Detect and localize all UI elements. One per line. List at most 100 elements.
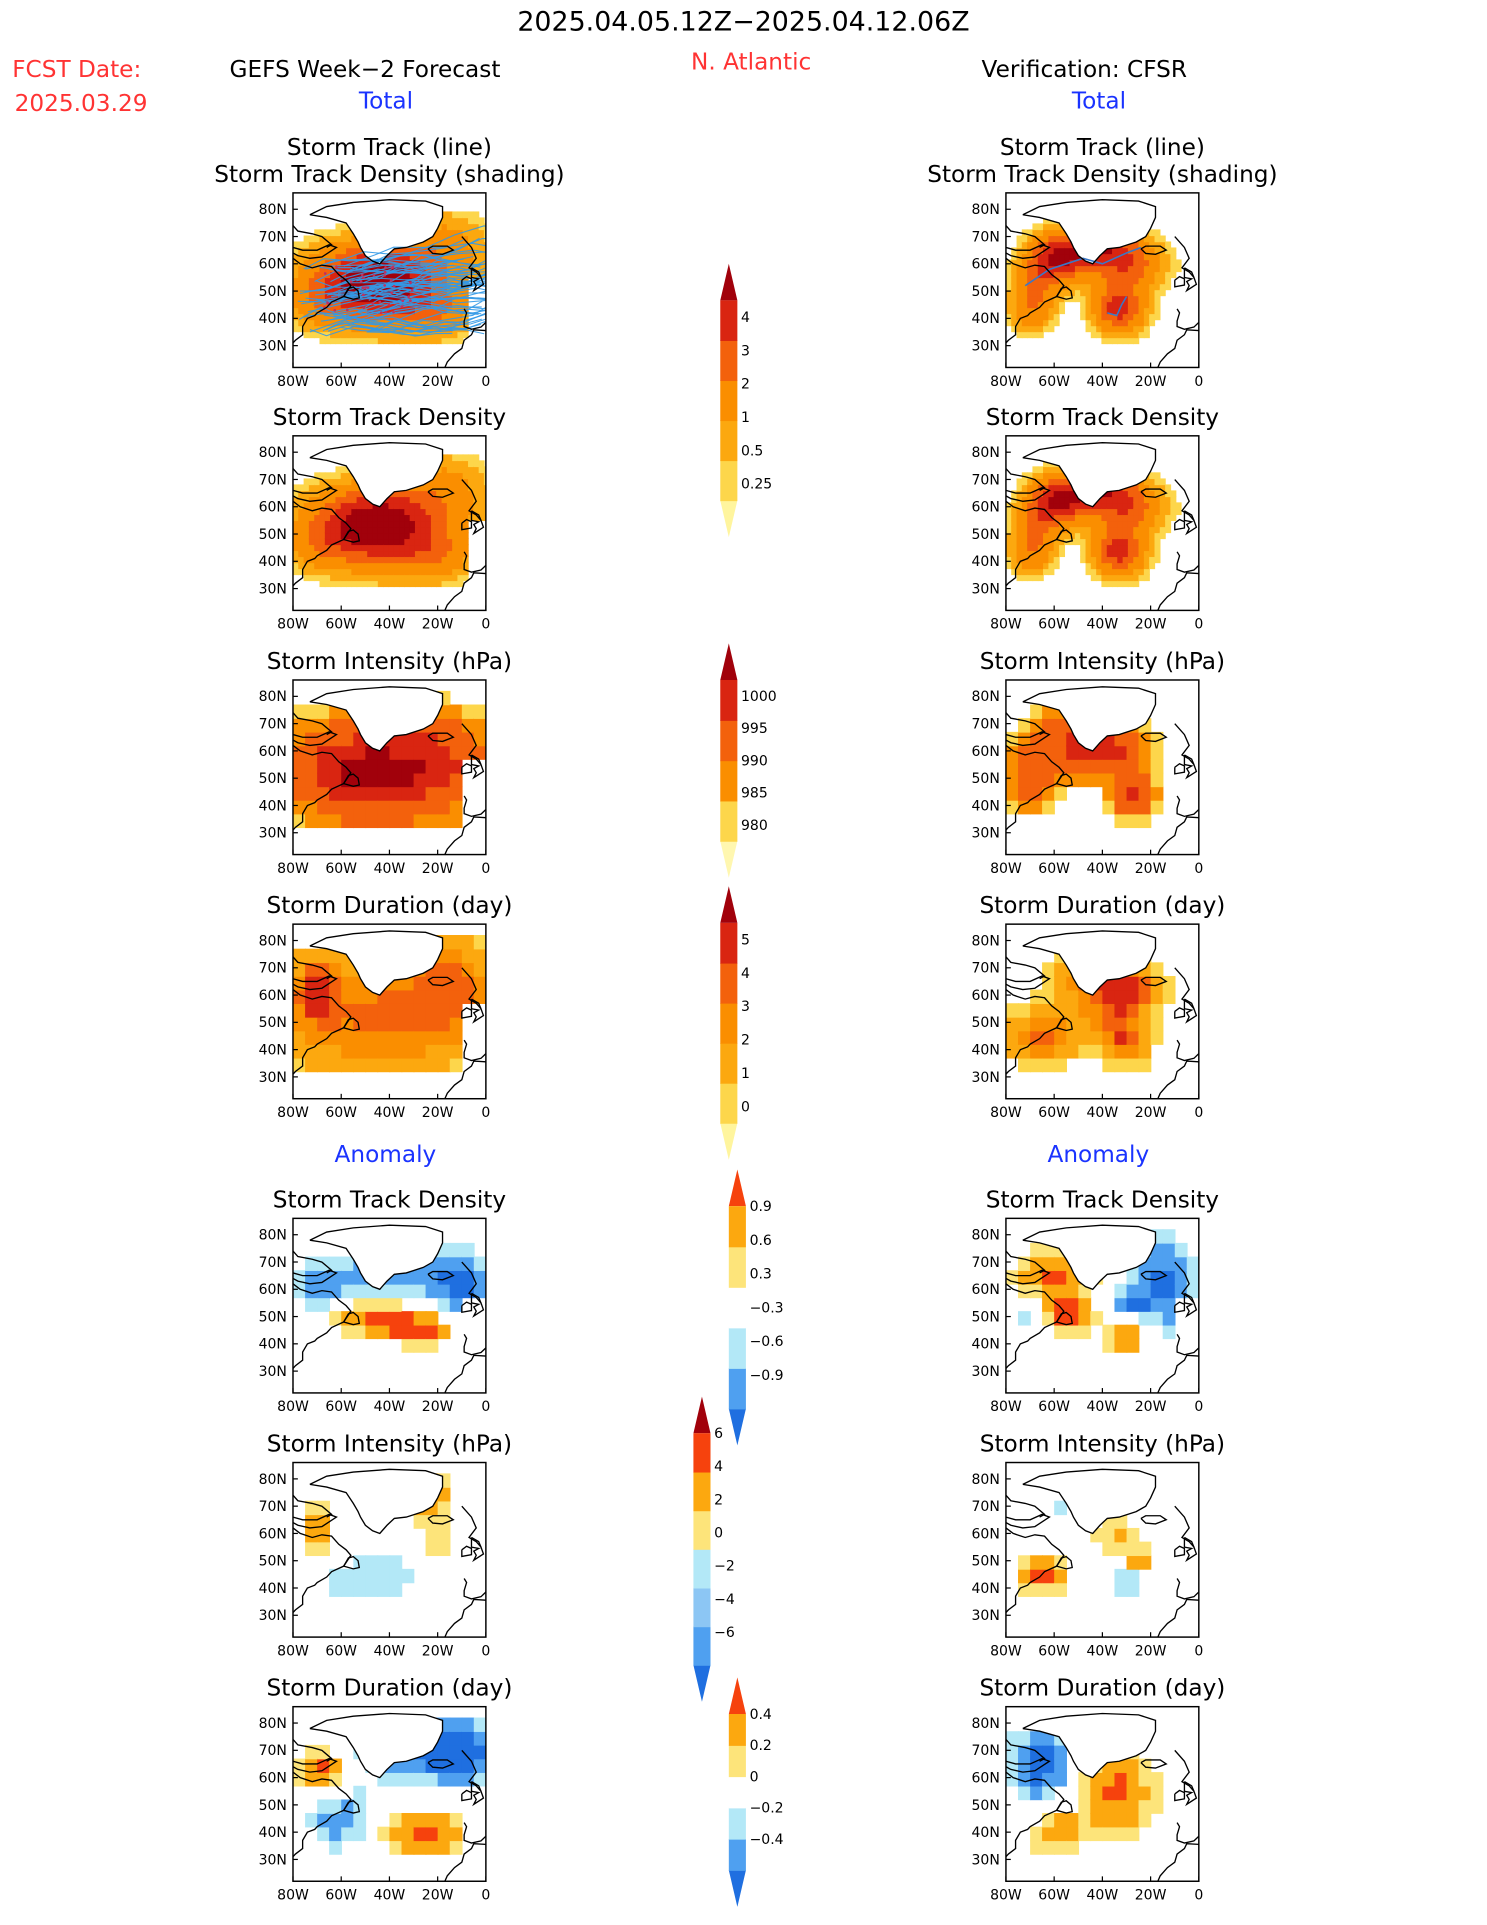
grid-cell (420, 241, 427, 249)
grid-cell (1101, 307, 1108, 315)
grid-cell (399, 277, 406, 285)
grid-cell (1021, 319, 1028, 327)
grid-cell (449, 1016, 463, 1032)
grid-cell (388, 508, 395, 516)
grid-cell (1043, 259, 1050, 267)
grid-cell (468, 472, 475, 480)
grid-cell (1114, 772, 1128, 788)
grid-cell (399, 556, 406, 564)
grid-cell (329, 976, 342, 991)
coastline (1183, 1781, 1198, 1807)
grid-cell (420, 550, 427, 558)
grid-cell (1085, 283, 1092, 291)
grid-cell (319, 544, 326, 552)
grid-cell (425, 1772, 439, 1787)
grid-cell (1106, 490, 1113, 498)
map-field (292, 1218, 486, 1393)
grid-cell (449, 1772, 463, 1787)
grid-cell (393, 580, 400, 588)
grid-cell (1138, 514, 1145, 522)
grid-cell (1059, 496, 1066, 504)
grid-cell (1027, 295, 1034, 303)
grid-cell (449, 1731, 463, 1746)
grid-cell (1074, 253, 1081, 261)
grid-cell (1085, 277, 1092, 285)
grid-cell (377, 1016, 391, 1032)
grid-cell (330, 514, 337, 522)
grid-cell (468, 490, 475, 498)
grid-cell (425, 490, 432, 498)
grid-cell (1127, 580, 1134, 588)
grid-cell (425, 786, 439, 801)
grid-cell (409, 544, 416, 552)
grid-cell (1032, 241, 1039, 249)
lat-tick-label: 60N (972, 988, 1000, 1004)
grid-cell (383, 556, 390, 564)
grid-cell (365, 786, 379, 801)
grid-cell (1117, 562, 1124, 570)
grid-cell (1114, 1057, 1128, 1073)
coastline (1005, 1513, 1051, 1529)
colorbar-label: 0.9 (750, 1199, 772, 1215)
grid-cell (452, 568, 459, 576)
grid-cell (1150, 1016, 1164, 1032)
grid-cell (1159, 271, 1166, 279)
grid-cell (319, 514, 326, 522)
storm-track-line (304, 268, 469, 293)
grid-cell (383, 331, 390, 339)
grid-cell (1133, 508, 1140, 516)
coastline (292, 1250, 333, 1274)
grid-cell (303, 271, 310, 279)
storm-track-point (387, 303, 391, 306)
grid-cell (330, 319, 337, 327)
grid-cell (335, 508, 342, 516)
grid-cell (404, 289, 411, 297)
grid-cell (1064, 277, 1071, 285)
coastline (1140, 1270, 1168, 1281)
grid-cell (346, 502, 353, 510)
grid-cell (461, 1717, 475, 1732)
coastline (1056, 1555, 1074, 1570)
grid-cell (340, 253, 347, 261)
grid-cell (420, 580, 427, 588)
grid-cell (330, 325, 337, 333)
grid-cell (1122, 568, 1129, 576)
grid-cell (468, 466, 475, 474)
grid-cell (1126, 772, 1140, 788)
grid-cell (437, 1840, 451, 1855)
grid-cell (1011, 277, 1018, 285)
grid-cell (1114, 799, 1128, 815)
grid-cell (1143, 235, 1150, 243)
grid-cell (1005, 526, 1012, 534)
grid-cell (457, 526, 464, 534)
grid-cell (414, 544, 421, 552)
coastline (427, 976, 455, 987)
coastline (292, 486, 338, 502)
grid-cell (1027, 229, 1034, 237)
grid-cell (441, 544, 448, 552)
grid-cell (340, 490, 347, 498)
coastline (1176, 1822, 1199, 1844)
grid-cell (377, 277, 384, 285)
grid-cell (340, 520, 347, 528)
grid-cell (335, 331, 342, 339)
grid-cell (446, 526, 453, 534)
grid-cell (372, 544, 379, 552)
grid-cell (1143, 259, 1150, 267)
grid-cell (1037, 562, 1044, 570)
grid-cell (1117, 568, 1124, 576)
grid-cell (351, 520, 358, 528)
grid-cell (1074, 271, 1081, 279)
grid-cell (303, 289, 310, 297)
grid-cell (1149, 544, 1156, 552)
grid-cell (1106, 277, 1113, 285)
grid-cell (1170, 247, 1177, 255)
grid-cell (329, 1057, 342, 1073)
grid-cell (414, 496, 421, 504)
grid-cell (1149, 253, 1156, 261)
grid-cell (308, 544, 315, 552)
grid-cell (319, 235, 326, 243)
grid-cell (341, 1044, 355, 1059)
grid-cell (351, 502, 358, 510)
storm-track-point (400, 305, 404, 308)
